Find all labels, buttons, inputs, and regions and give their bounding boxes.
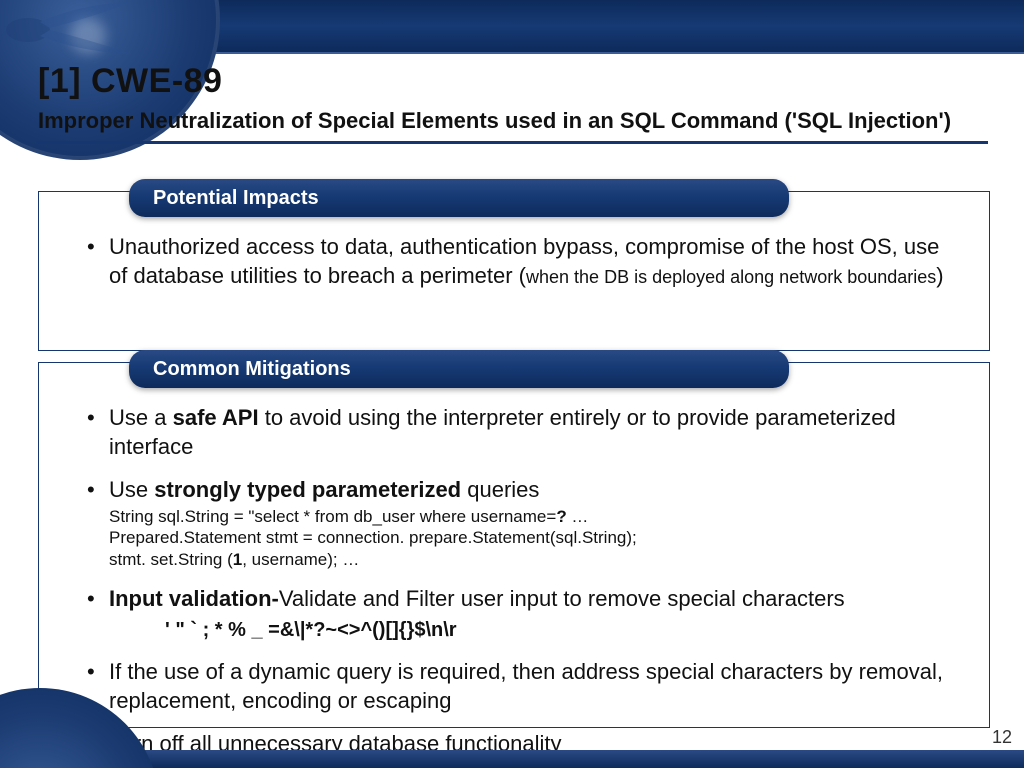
mitigation-item-2: Use strongly typed parameterized queries… (109, 475, 959, 570)
page-subtitle: Improper Neutralization of Special Eleme… (38, 107, 978, 135)
mitigation-item-3: Input validation-Validate and Filter use… (109, 584, 959, 643)
code-l3b: 1 (233, 550, 242, 569)
m3-post: Validate and Filter user input to remove… (279, 586, 845, 611)
impacts-box: Potential Impacts Unauthorized access to… (38, 191, 990, 351)
mitigations-list: Use a safe API to avoid using the interp… (39, 363, 989, 768)
m2-post: queries (461, 477, 539, 502)
code-l3a: stmt. set.String ( (109, 550, 233, 569)
code-l1a: String sql.String = "select * from db_us… (109, 507, 556, 526)
m3-bold: Input validation- (109, 586, 279, 611)
mitigations-box: Common Mitigations Use a safe API to avo… (38, 362, 990, 728)
m2-bold: strongly typed parameterized (154, 477, 461, 502)
impacts-list: Unauthorized access to data, authenticat… (39, 192, 989, 314)
code-block: String sql.String = "select * from db_us… (109, 506, 959, 570)
code-l1c: … (567, 507, 589, 526)
title-rule (36, 141, 988, 144)
special-chars: ' " ` ; * % _ =&\|*?~<>^()[]{}$\n\r (165, 617, 959, 643)
page-number: 12 (992, 727, 1012, 748)
code-l3c: , username); … (242, 550, 359, 569)
title-block: [1] CWE-89 Improper Neutralization of Sp… (38, 62, 978, 144)
page-title: [1] CWE-89 (38, 62, 978, 101)
impacts-text-tail: ) (936, 263, 943, 288)
code-line-2: Prepared.Statement stmt = connection. pr… (109, 527, 959, 548)
code-line-1: String sql.String = "select * from db_us… (109, 506, 959, 527)
m1-pre: Use a (109, 405, 173, 430)
code-l1b: ? (556, 507, 566, 526)
footer-band (0, 750, 1024, 768)
impacts-item: Unauthorized access to data, authenticat… (109, 232, 959, 290)
mitigation-item-1: Use a safe API to avoid using the interp… (109, 403, 959, 461)
m4-pre: If the use of a dynamic query is require… (109, 659, 943, 713)
m1-bold: safe API (173, 405, 259, 430)
impacts-text-sub: when the DB is deployed along network bo… (526, 267, 936, 287)
mitigation-item-4: If the use of a dynamic query is require… (109, 657, 959, 715)
m2-pre: Use (109, 477, 154, 502)
wasp-icon (0, 0, 140, 56)
code-line-3: stmt. set.String (1, username); … (109, 549, 959, 570)
